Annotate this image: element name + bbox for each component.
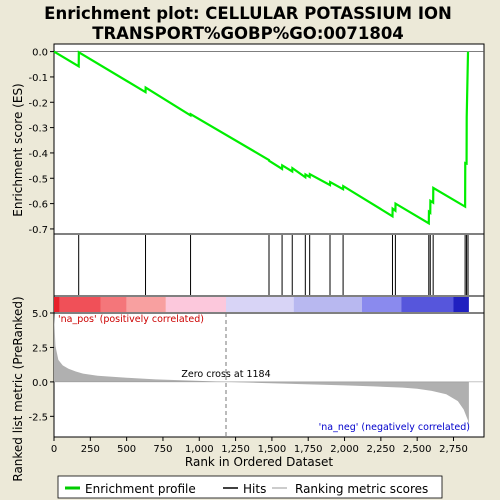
heat-segment <box>165 297 226 312</box>
ranking-heat-bar <box>54 297 469 312</box>
metric-tick-label: 5.0 <box>32 309 48 320</box>
es-tick-label: -0.6 <box>28 200 48 211</box>
x-tick-label: 1,250 <box>221 444 250 455</box>
heat-segment <box>453 297 469 312</box>
x-tick-label: 0 <box>51 444 57 455</box>
es-tick-label: -0.1 <box>28 73 48 84</box>
x-tick-label: 500 <box>117 444 136 455</box>
x-tick-label: 250 <box>81 444 100 455</box>
na-pos-label: 'na_pos' (positively correlated) <box>58 314 204 325</box>
x-tick-label: 2,750 <box>439 444 468 455</box>
x-tick-label: 2,250 <box>367 444 396 455</box>
chart-title-line1: Enrichment plot: CELLULAR POTASSIUM ION <box>44 4 452 23</box>
heat-segment <box>361 297 402 312</box>
heat-segment <box>293 297 362 312</box>
legend-hits-label: Hits <box>243 482 266 496</box>
zero-cross-label: Zero cross at 1184 <box>181 369 270 380</box>
x-axis-ticks: 0 250 500 750 1,000 1,250 1,500 1,750 2,000 2,250… <box>51 437 468 455</box>
metric-panel <box>53 312 485 438</box>
chart-title-line2: TRANSPORT%GOBP%GO:0071804 <box>92 24 404 43</box>
es-tick-label: -0.5 <box>28 174 48 185</box>
legend-metric-label: Ranking metric scores <box>295 482 428 496</box>
es-tick-label: -0.7 <box>28 225 48 236</box>
metric-tick-label: -2.5 <box>28 412 48 423</box>
legend-box <box>57 475 443 499</box>
x-tick-label: 1,000 <box>185 444 214 455</box>
x-tick-label: 2,000 <box>330 444 359 455</box>
hit-markers <box>78 235 469 295</box>
heat-segment <box>54 297 60 312</box>
metric-axis-ticks: 5.0 2.5 0.0 -2.5 <box>28 309 54 423</box>
metric-axis-label: Ranked list metric (PreRanked) <box>11 296 25 481</box>
es-axis-ticks: 0.0 -0.1 -0.2 -0.3 -0.4 -0.5 -0.6 -0.7 <box>28 48 54 236</box>
es-tick-label: -0.2 <box>28 98 48 109</box>
es-axis-label: Enrichment score (ES) <box>11 83 25 216</box>
legend-enrichment-label: Enrichment profile <box>85 482 196 496</box>
metric-tick-label: 0.0 <box>32 378 48 389</box>
es-tick-label: -0.4 <box>28 149 48 160</box>
heat-segment <box>401 297 454 312</box>
x-tick-label: 2,500 <box>403 444 432 455</box>
heat-segment <box>126 297 166 312</box>
x-tick-label: 1,500 <box>258 444 287 455</box>
x-axis-label: Rank in Ordered Dataset <box>185 455 333 469</box>
heat-segment <box>226 297 294 312</box>
heat-segment <box>100 297 127 312</box>
metric-tick-label: 2.5 <box>32 343 48 354</box>
heat-segment <box>59 297 101 312</box>
x-tick-label: 750 <box>153 444 172 455</box>
na-neg-label: 'na_neg' (negatively correlated) <box>319 422 470 433</box>
es-panel <box>53 43 485 235</box>
es-tick-label: -0.3 <box>28 124 48 135</box>
x-tick-label: 1,750 <box>294 444 323 455</box>
enrichment-profile-line <box>53 50 470 226</box>
es-tick-label: 0.0 <box>32 48 48 59</box>
